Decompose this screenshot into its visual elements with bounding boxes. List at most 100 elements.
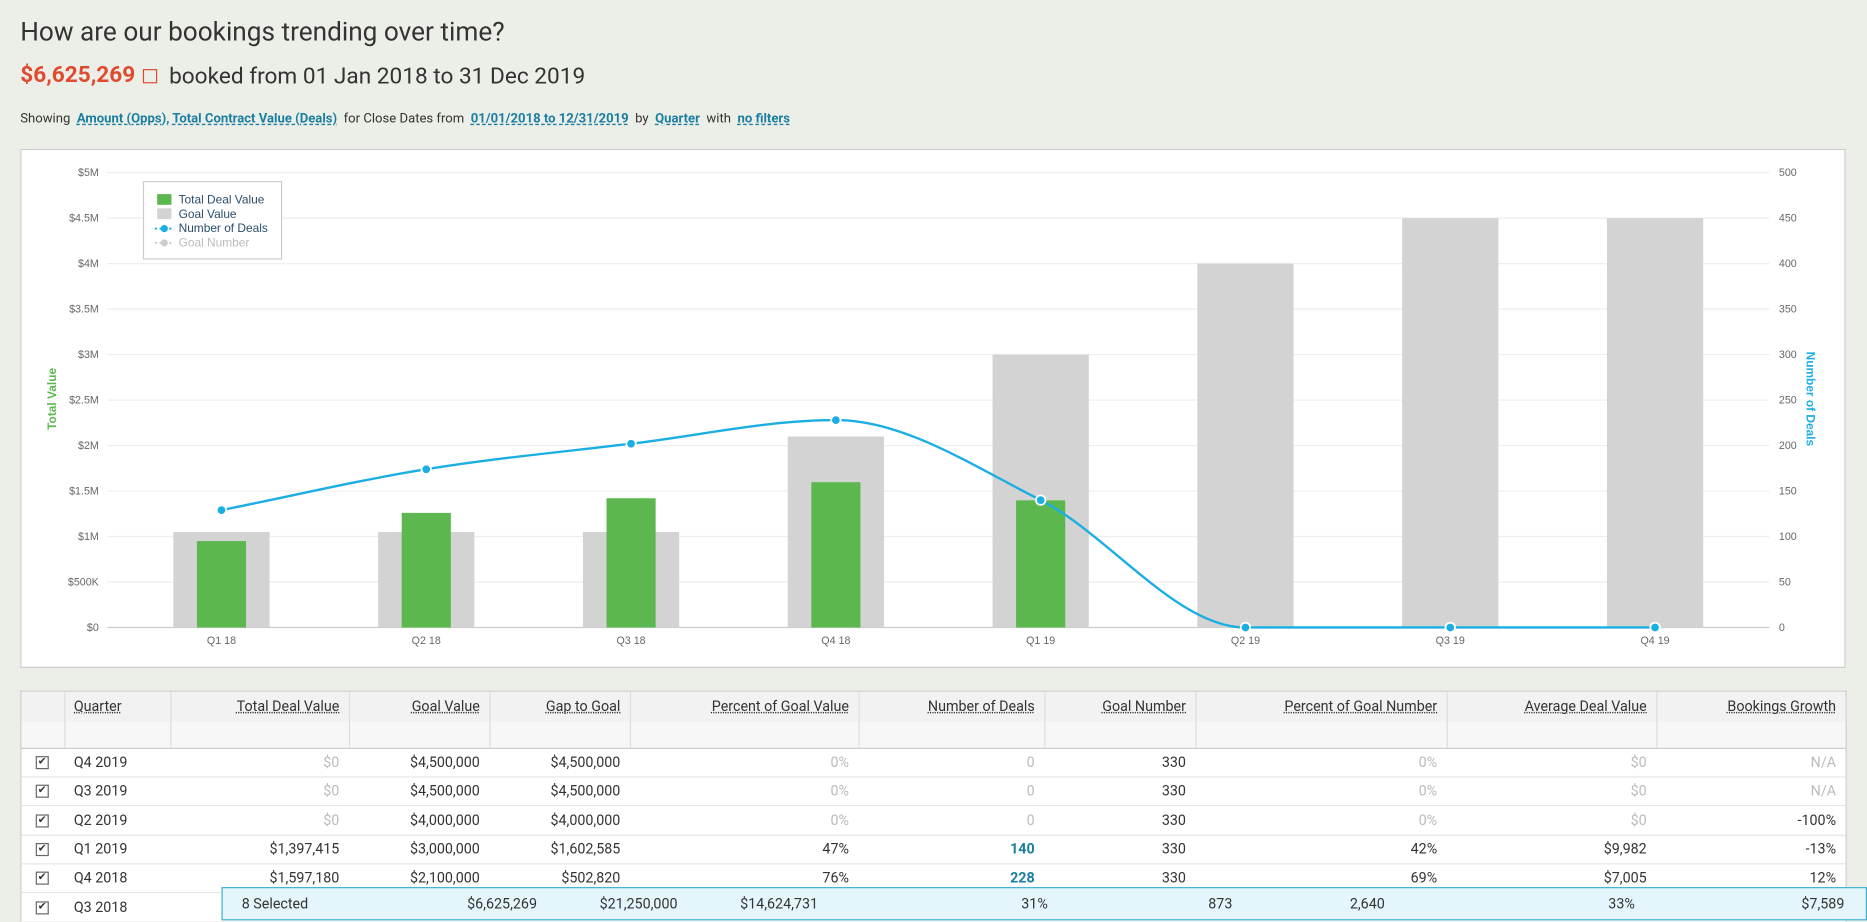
table-cell: $4,000,000	[550, 811, 621, 829]
checkbox[interactable]: ✔	[35, 900, 49, 914]
table-cell: 0%	[1418, 753, 1438, 771]
bar	[1197, 263, 1294, 628]
table-cell: 0	[1026, 753, 1035, 771]
summary-cell: 2,640	[1349, 895, 1385, 913]
table-cell: $0	[323, 811, 340, 829]
table-cell: Q4 2018	[73, 869, 128, 887]
title: How are our bookings trending over time?	[20, 17, 505, 48]
table-cell: -100%	[1797, 811, 1837, 829]
x-tick-label: Q1 18	[207, 635, 236, 647]
table-cell: $9,982	[1603, 840, 1647, 858]
table-cell: 12%	[1809, 869, 1837, 887]
link[interactable]: 01/01/2018 to 12/31/2019	[470, 110, 629, 127]
summary-cell: 8 Selected	[241, 895, 309, 913]
table-cell[interactable]: 140	[1010, 840, 1035, 858]
table-cell: Q3 2018	[73, 898, 128, 916]
summary-cell: $21,250,000	[599, 895, 678, 913]
y2-tick-label: 150	[1779, 486, 1797, 498]
link[interactable]: Amount (Opps), Total Contract Value (Dea…	[76, 110, 338, 127]
table-cell: Q3 2019	[73, 782, 128, 800]
text: with	[706, 110, 731, 127]
table-cell: $4,500,000	[409, 782, 480, 800]
y-tick-label: $3.5M	[69, 304, 99, 316]
column-header[interactable]: Bookings Growth	[1727, 697, 1837, 715]
x-tick-label: Q4 18	[821, 635, 850, 647]
y-tick-label: $4.5M	[69, 213, 99, 225]
link[interactable]: Quarter	[655, 110, 700, 127]
table-cell: $0	[323, 782, 340, 800]
info-icon[interactable]	[142, 69, 158, 84]
y-tick-label: $1.5M	[69, 486, 99, 498]
column-header[interactable]: Percent of Goal Value	[711, 697, 849, 715]
table-cell: 330	[1161, 811, 1186, 829]
table-cell: $1,597,180	[269, 869, 340, 887]
legend-swatch	[160, 239, 168, 247]
x-tick-label: Q3 18	[616, 635, 645, 647]
link[interactable]: no filters	[737, 110, 790, 127]
table-cell: N/A	[1810, 753, 1837, 771]
table-cell[interactable]: 228	[1010, 869, 1035, 887]
checkbox[interactable]: ✔	[35, 842, 49, 856]
point	[625, 438, 637, 450]
x-tick-label: Q3 19	[1436, 635, 1465, 647]
column-header[interactable]: Number of Deals	[927, 697, 1035, 715]
bar	[196, 541, 247, 628]
checkbox[interactable]: ✔	[35, 871, 49, 885]
bar	[1606, 218, 1704, 628]
y-tick-label: $1M	[78, 531, 99, 543]
bar	[401, 512, 451, 628]
filter-row	[21, 721, 1846, 749]
table-cell: 0%	[830, 753, 849, 771]
row-divider	[21, 776, 1846, 778]
y2-tick-label: 200	[1779, 440, 1797, 452]
checkbox[interactable]: ✔	[35, 785, 49, 799]
column-header[interactable]: Quarter	[73, 697, 122, 715]
column-header[interactable]: Average Deal Value	[1524, 697, 1647, 715]
chart: $0 $500K $1M $1.5M $2M $2.5M $3M $3.5M $4M $4.5M $…	[20, 148, 1846, 668]
column-header[interactable]: Total Deal Value	[236, 697, 340, 715]
table-cell: Q4 2019	[73, 753, 128, 771]
y2-tick-label: 0	[1779, 622, 1785, 634]
table-cell: $4,500,000	[409, 753, 480, 771]
y2-tick-label: 250	[1779, 395, 1797, 407]
table-cell: $0	[1630, 811, 1647, 829]
bar	[606, 498, 656, 628]
column-header[interactable]: Goal Value	[411, 697, 480, 715]
table-cell: $4,500,000	[550, 782, 621, 800]
legend-label: Goal Value	[179, 207, 237, 221]
column-header[interactable]: Gap to Goal	[545, 697, 621, 715]
table-cell: 76%	[822, 869, 849, 887]
text: Showing	[20, 110, 71, 127]
table-cell: $502,820	[561, 869, 621, 887]
table-cell: 330	[1161, 869, 1186, 887]
summary-cell: 873	[1208, 895, 1233, 913]
summary-cell: 31%	[1021, 895, 1048, 913]
table-cell: -13%	[1805, 840, 1837, 858]
table-cell: 330	[1161, 753, 1186, 771]
table-cell: $4,000,000	[409, 811, 480, 829]
column-divider	[348, 691, 351, 748]
column-header[interactable]: Percent of Goal Number	[1284, 697, 1438, 715]
column-header[interactable]: Goal Number	[1102, 697, 1186, 715]
text: for Close Dates from	[343, 110, 465, 127]
summary-cell: $7,589	[1801, 895, 1845, 913]
point	[1444, 621, 1456, 634]
checkbox[interactable]: ✔	[35, 756, 49, 770]
y-tick-label: $2.5M	[69, 395, 99, 407]
bar	[1402, 218, 1499, 628]
table-cell: $1,602,585	[550, 840, 621, 858]
y-axis-title: Total Value	[45, 368, 59, 430]
y-tick-label: $4M	[78, 258, 99, 270]
table-cell: 69%	[1410, 869, 1438, 887]
summary-cell: $14,624,731	[740, 895, 819, 913]
checkbox[interactable]: ✔	[35, 813, 49, 828]
summary-cell: 33%	[1608, 895, 1635, 913]
legend-swatch	[157, 194, 172, 205]
legend-swatch	[157, 208, 172, 220]
x-tick-label: Q4 19	[1640, 635, 1669, 647]
point	[420, 463, 432, 475]
row-divider	[21, 863, 1846, 865]
summary-cell: $6,625,269	[467, 895, 538, 913]
y2-tick-label: 450	[1779, 213, 1797, 225]
